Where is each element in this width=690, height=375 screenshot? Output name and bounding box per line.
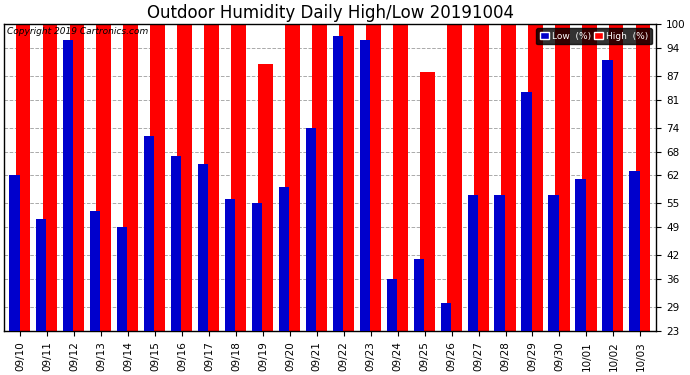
Bar bbox=[43, 24, 57, 331]
Bar bbox=[609, 24, 624, 331]
Bar bbox=[150, 24, 165, 331]
Bar bbox=[359, 40, 370, 331]
Bar bbox=[366, 24, 381, 331]
Bar bbox=[225, 200, 235, 331]
Bar bbox=[501, 24, 515, 331]
Bar bbox=[285, 24, 300, 331]
Bar bbox=[420, 72, 435, 331]
Bar bbox=[204, 24, 219, 331]
Bar bbox=[474, 24, 489, 331]
Bar bbox=[629, 171, 640, 331]
Bar bbox=[37, 219, 46, 331]
Bar bbox=[124, 24, 138, 331]
Bar bbox=[528, 24, 542, 331]
Bar bbox=[90, 211, 101, 331]
Bar bbox=[9, 176, 19, 331]
Bar bbox=[393, 24, 408, 331]
Bar bbox=[575, 180, 586, 331]
Bar bbox=[70, 24, 84, 331]
Bar bbox=[177, 24, 193, 331]
Bar bbox=[555, 24, 569, 331]
Bar bbox=[549, 195, 559, 331]
Bar bbox=[602, 60, 613, 331]
Bar bbox=[231, 24, 246, 331]
Bar bbox=[171, 156, 181, 331]
Bar bbox=[97, 24, 111, 331]
Bar bbox=[16, 24, 30, 331]
Bar bbox=[441, 303, 451, 331]
Bar bbox=[447, 24, 462, 331]
Bar bbox=[386, 279, 397, 331]
Bar bbox=[117, 227, 128, 331]
Bar bbox=[339, 24, 354, 331]
Bar bbox=[582, 24, 597, 331]
Bar bbox=[279, 188, 289, 331]
Bar bbox=[522, 92, 532, 331]
Bar bbox=[635, 24, 651, 331]
Bar bbox=[413, 260, 424, 331]
Title: Outdoor Humidity Daily High/Low 20191004: Outdoor Humidity Daily High/Low 20191004 bbox=[147, 4, 514, 22]
Bar bbox=[306, 128, 316, 331]
Bar bbox=[144, 135, 155, 331]
Bar bbox=[258, 64, 273, 331]
Legend: Low  (%), High  (%): Low (%), High (%) bbox=[536, 28, 652, 45]
Text: Copyright 2019 Cartronics.com: Copyright 2019 Cartronics.com bbox=[8, 27, 148, 36]
Bar bbox=[312, 24, 327, 331]
Bar bbox=[63, 40, 73, 331]
Bar bbox=[468, 195, 477, 331]
Bar bbox=[495, 195, 504, 331]
Bar bbox=[252, 204, 262, 331]
Bar bbox=[198, 164, 208, 331]
Bar bbox=[333, 36, 343, 331]
